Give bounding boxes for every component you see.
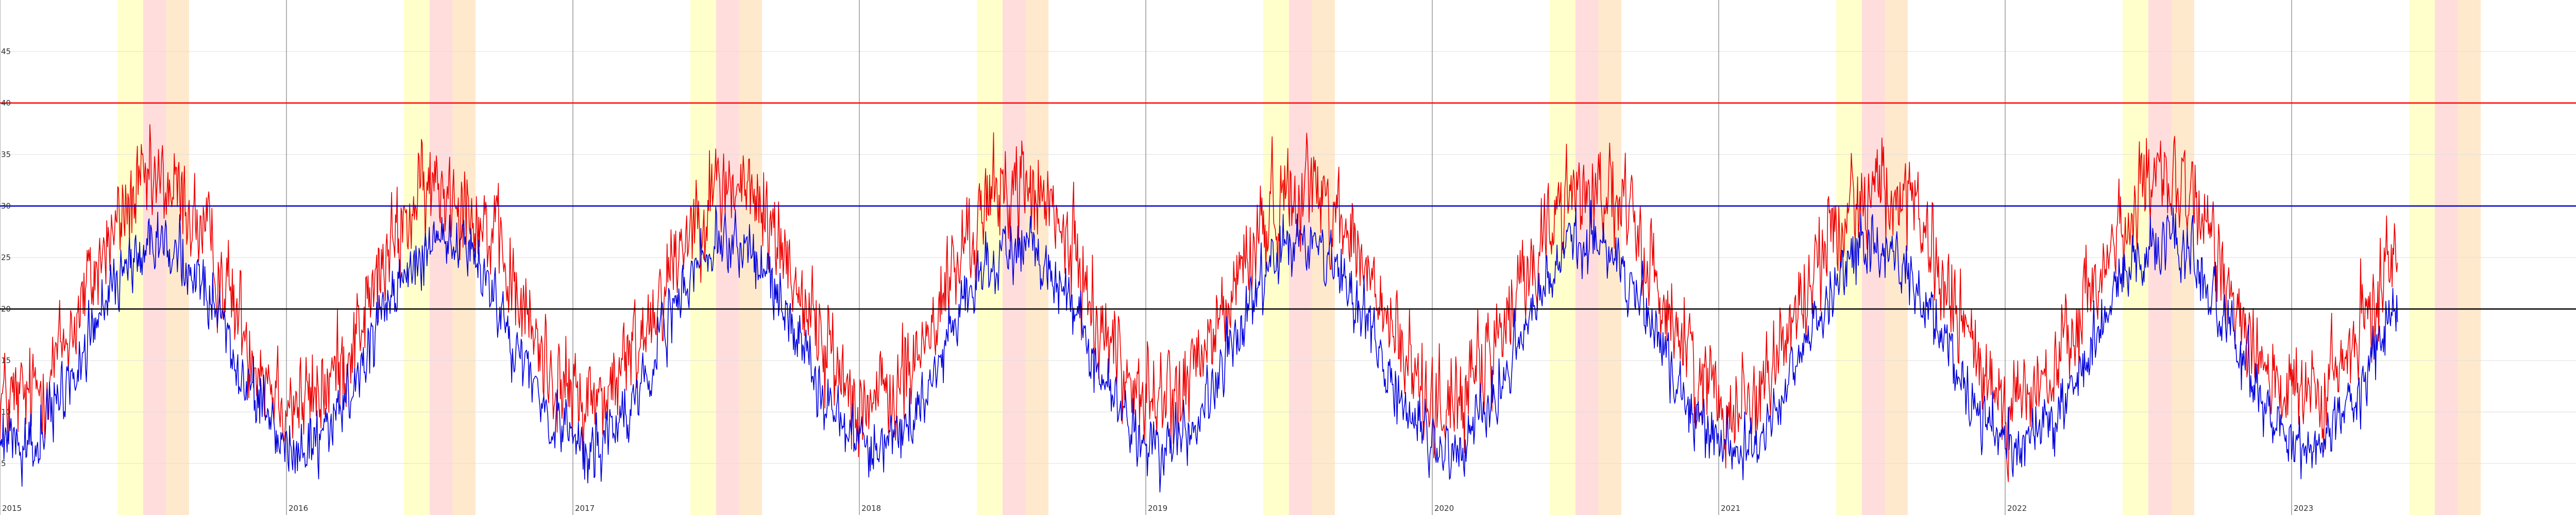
x-tick-label-2015: 2015 [2,504,22,513]
x-tick-label-2020: 2020 [1434,504,1454,513]
x-tick-label-2018: 2018 [861,504,881,513]
x-tick-label-2023: 2023 [2294,504,2313,513]
y-tick-label-10: 10 [1,407,11,417]
tick-labels: 5 10 15 20 25 30 35 40 45 2015 2016 2017 2018 2019 202… [1,47,2313,513]
x-tick-label-2022: 2022 [2007,504,2027,513]
reference-lines [0,102,2576,310]
series-lines [0,124,2398,493]
x-tick-label-2016: 2016 [289,504,308,513]
y-tick-label-45: 45 [1,47,11,56]
y-tick-label-15: 15 [1,356,11,365]
y-tick-label-5: 5 [1,459,6,468]
x-tick-label-2019: 2019 [1148,504,1167,513]
series-daily-minimum [0,200,2398,493]
x-tick-label-2021: 2021 [1721,504,1740,513]
y-tick-label-35: 35 [1,150,11,159]
series-daily-maximum [0,124,2398,483]
y-tick-label-25: 25 [1,253,11,262]
x-tick-label-2017: 2017 [575,504,595,513]
y-tick-label-20: 20 [1,304,11,314]
y-tick-label-40: 40 [1,98,11,108]
y-tick-label-30: 30 [1,201,11,211]
